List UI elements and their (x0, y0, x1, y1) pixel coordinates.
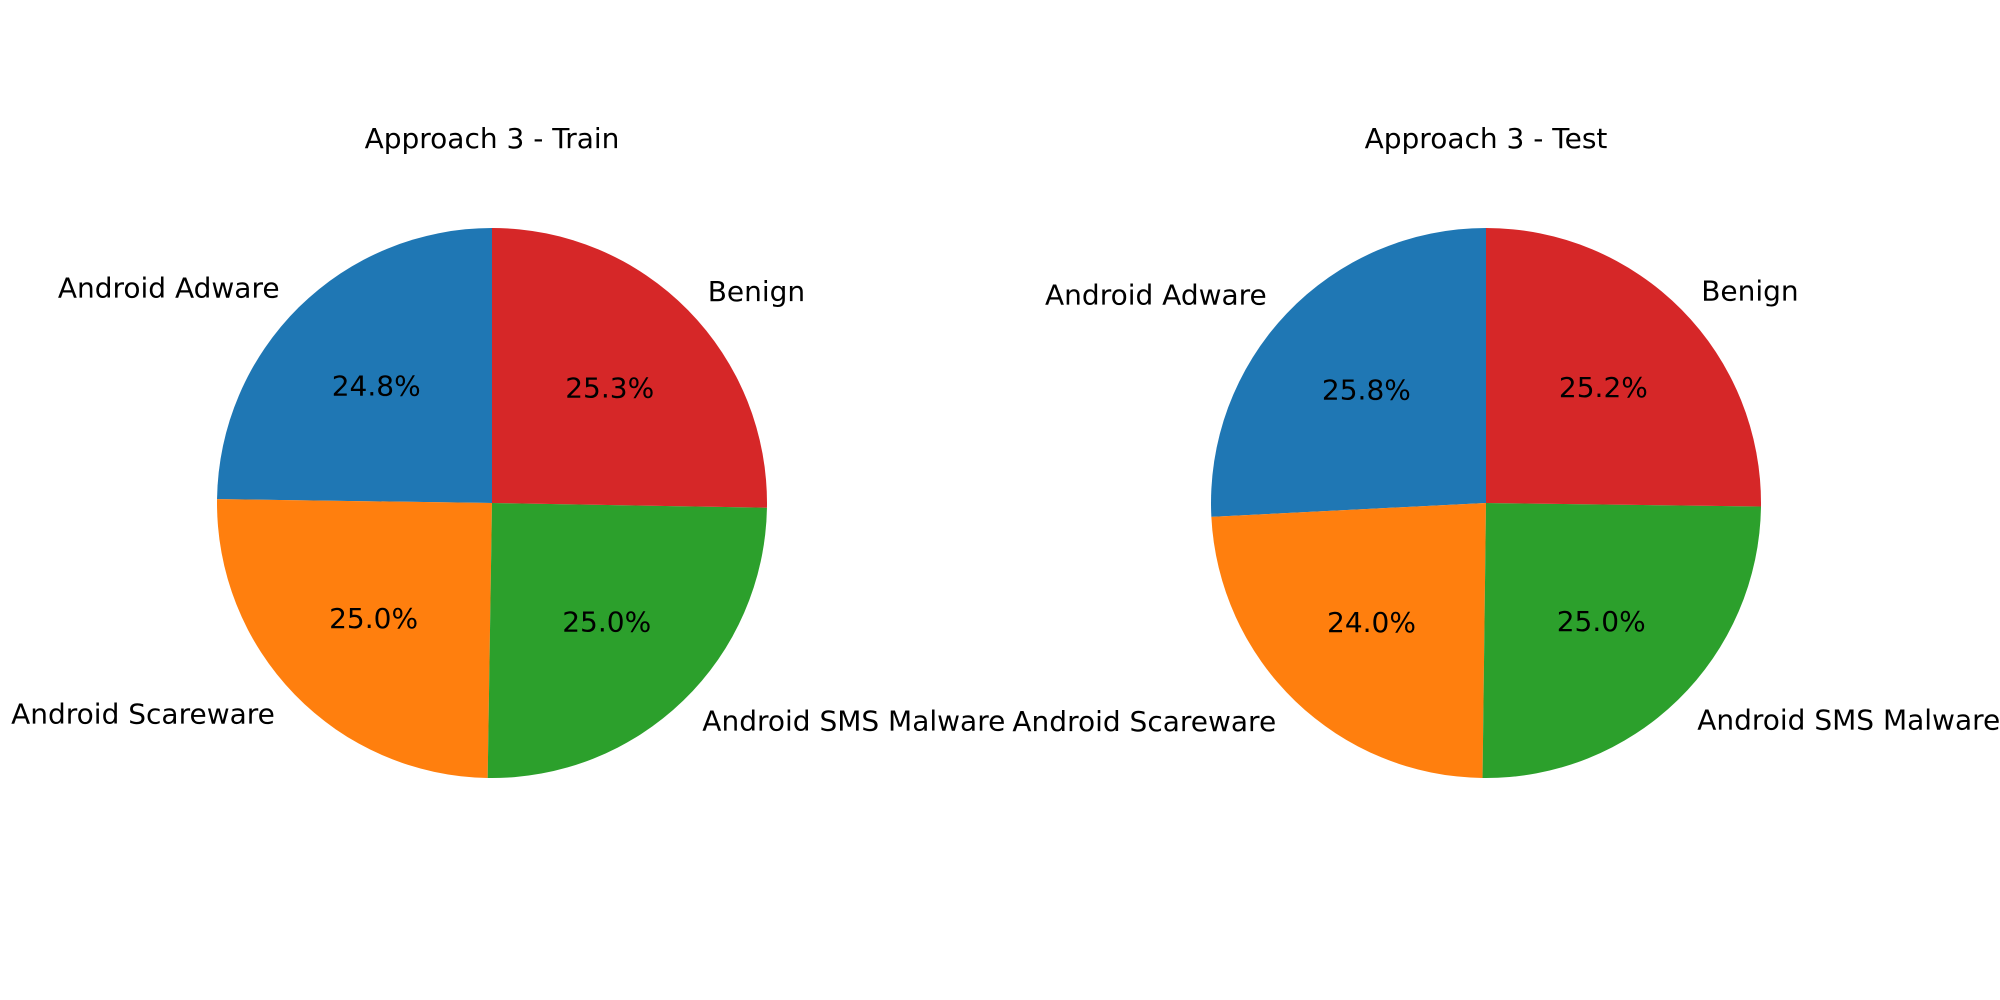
pie-slice-train-android-adware (217, 228, 492, 503)
chart-title-train: Approach 3 - Train (365, 122, 620, 155)
pie-slice-test-benign (1486, 228, 1762, 507)
pct-label-test-android-scareware: 24.0% (1327, 606, 1416, 639)
chart-title-test: Approach 3 - Test (1365, 122, 1608, 155)
pie-slice-train-android-sms-malware (487, 503, 767, 779)
category-label-train-android-sms-malware: Android SMS Malware (702, 704, 1005, 737)
pie-slices-test: 25.8% Android Adware 24.0% Android Scarewar… (1012, 228, 2000, 779)
pct-label-test-benign: 25.2% (1559, 371, 1648, 404)
pct-label-test-android-sms-malware: 25.0% (1557, 605, 1646, 638)
pie-slice-test-android-scareware (1211, 503, 1486, 778)
pct-label-train-android-adware: 24.8% (332, 370, 421, 403)
pie-chart-train: Approach 3 - Train 24.8% Android Adware 25… (11, 122, 1005, 779)
pie-chart-test: Approach 3 - Test 25.8% Android Adware 24.… (1012, 122, 2000, 779)
category-label-test-android-adware: Android Adware (1045, 279, 1267, 312)
category-label-train-android-adware: Android Adware (58, 272, 280, 305)
pct-label-test-android-adware: 25.8% (1322, 373, 1411, 406)
pie-slices-train: 24.8% Android Adware 25.0% Android Scarewar… (11, 228, 1005, 779)
category-label-test-benign: Benign (1701, 274, 1798, 307)
pie-slice-test-android-adware (1211, 228, 1486, 517)
pct-label-train-android-sms-malware: 25.0% (562, 606, 651, 639)
category-label-test-android-sms-malware: Android SMS Malware (1697, 704, 2000, 737)
pie-slice-train-benign (492, 228, 768, 508)
category-label-train-benign: Benign (708, 275, 805, 308)
pie-slice-test-android-sms-malware (1482, 503, 1761, 779)
pct-label-train-android-scareware: 25.0% (329, 602, 418, 635)
category-label-test-android-scareware: Android Scareware (1012, 705, 1276, 738)
pct-label-train-benign: 25.3% (565, 371, 654, 404)
category-label-train-android-scareware: Android Scareware (11, 698, 275, 731)
pie-slice-train-android-scareware (217, 499, 493, 778)
